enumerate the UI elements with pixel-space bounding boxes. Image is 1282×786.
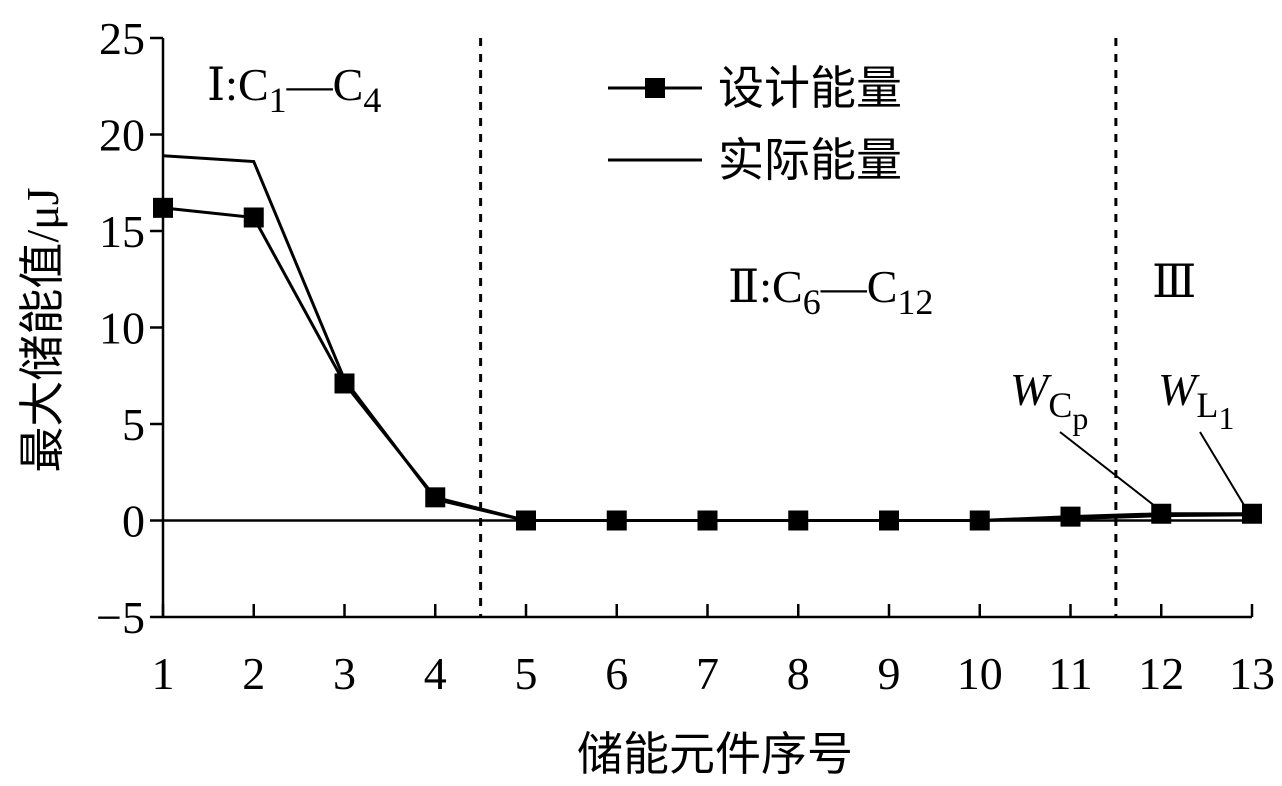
y-tick-label: 0 — [122, 496, 145, 547]
annotation-part: L — [1196, 385, 1218, 425]
x-tick-label: 10 — [957, 648, 1003, 699]
y-tick-label: −5 — [96, 592, 145, 643]
annotation-part: C — [1048, 385, 1072, 425]
legend-marker — [645, 78, 665, 98]
y-axis-label: 最大储能值/μJ — [17, 187, 68, 472]
annotation-part: —C — [286, 59, 364, 110]
series-line — [162, 206, 1252, 522]
annotation: WL1 — [1158, 364, 1234, 436]
annotation-part: 1 — [269, 80, 287, 120]
marker — [153, 197, 173, 218]
y-tick-label: 20 — [99, 110, 145, 161]
annotation-part: Ⅰ:C — [207, 59, 269, 110]
y-tick-label: 15 — [99, 206, 145, 257]
annotation: WCp — [1010, 364, 1088, 436]
annotation-part: W — [1010, 364, 1052, 415]
x-tick-label: 3 — [333, 648, 356, 699]
series-line — [162, 154, 1253, 522]
annotation-part: p — [1072, 400, 1088, 436]
annotation: Ⅰ:C1—C4 — [207, 59, 381, 120]
x-tick-label: 7 — [696, 648, 719, 699]
annotation-part: 4 — [363, 80, 381, 120]
x-tick-label: 12 — [1138, 648, 1184, 699]
y-tick-label: 10 — [99, 303, 145, 354]
annotation-part: Ⅲ — [1152, 256, 1196, 307]
marker — [1060, 506, 1081, 527]
y-tick-label: 5 — [122, 399, 145, 450]
x-axis-label: 储能元件序号 — [577, 729, 853, 780]
x-tick-label: 2 — [242, 648, 265, 699]
x-tick-label: 4 — [424, 648, 447, 699]
marker — [243, 207, 264, 228]
x-tick-label: 9 — [878, 648, 901, 699]
y-tick-label: 25 — [99, 13, 145, 64]
annotation-part: Ⅱ:C — [728, 261, 803, 312]
annotation-part: 1 — [1218, 400, 1234, 436]
annotation-part: W — [1158, 364, 1200, 415]
x-tick-label: 13 — [1229, 648, 1275, 699]
annotation: Ⅱ:C6—C12 — [728, 261, 933, 322]
x-tick-label: 5 — [515, 648, 538, 699]
legend-label: 实际能量 — [718, 135, 902, 186]
marker — [1151, 503, 1172, 524]
annotation-part: 12 — [897, 282, 933, 322]
legend-label: 设计能量 — [718, 63, 902, 114]
x-tick-label: 11 — [1048, 648, 1092, 699]
x-tick-label: 1 — [152, 648, 175, 699]
marker — [1242, 503, 1262, 524]
x-tick-label: 6 — [605, 648, 628, 699]
annotation: Ⅲ — [1152, 256, 1196, 307]
leader-line — [1199, 431, 1248, 511]
annotation-part: 6 — [803, 282, 821, 322]
x-tick-label: 8 — [787, 648, 810, 699]
leader-line — [1059, 431, 1161, 511]
annotation-part: —C — [820, 261, 898, 312]
